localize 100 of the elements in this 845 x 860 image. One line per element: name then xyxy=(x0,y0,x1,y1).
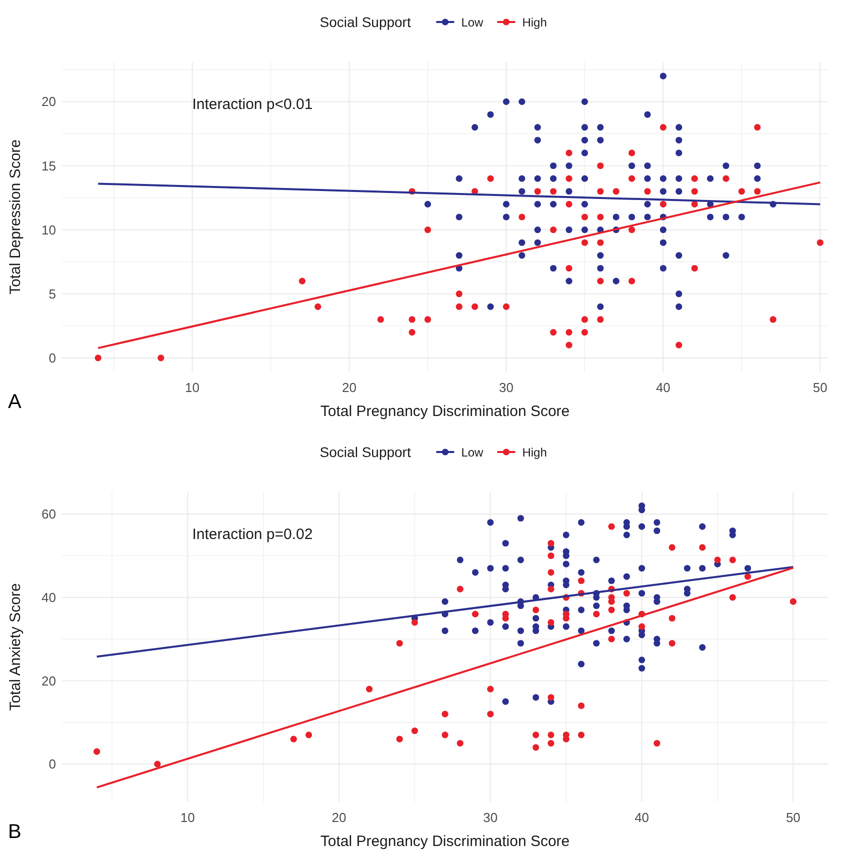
x-tick-label: 40 xyxy=(634,810,650,825)
point xyxy=(298,278,306,284)
x-tick-label: 50 xyxy=(812,380,828,395)
x-tick-label: 30 xyxy=(483,810,498,825)
point xyxy=(566,150,572,156)
point xyxy=(456,303,462,310)
point xyxy=(532,606,540,614)
y-axis-title: Total Anxiety Score xyxy=(7,583,24,711)
point xyxy=(770,316,776,323)
point xyxy=(816,239,824,246)
point xyxy=(408,328,416,336)
x-tick-label: 20 xyxy=(342,380,356,395)
point xyxy=(472,610,479,618)
point xyxy=(754,124,761,131)
legend-title: Social Support xyxy=(320,444,411,460)
point xyxy=(691,188,698,195)
point xyxy=(548,694,554,701)
point xyxy=(608,636,615,642)
point xyxy=(94,748,100,755)
point xyxy=(548,586,554,592)
point xyxy=(487,686,494,692)
point xyxy=(550,226,557,234)
point xyxy=(94,354,102,362)
point xyxy=(628,226,636,234)
point xyxy=(566,175,572,182)
y-tick-label: 10 xyxy=(42,222,56,238)
text: A xyxy=(8,391,22,413)
point xyxy=(548,619,554,626)
point xyxy=(654,740,660,747)
point xyxy=(660,200,666,208)
point xyxy=(562,736,570,742)
point xyxy=(548,740,554,747)
point xyxy=(593,610,600,618)
point xyxy=(548,732,554,738)
point xyxy=(411,619,418,626)
point xyxy=(534,188,541,195)
y-tick-label: 40 xyxy=(42,590,56,605)
point xyxy=(612,188,620,195)
legend-title: Social Support xyxy=(320,14,411,30)
point xyxy=(154,760,161,768)
y-axis-title: Total Depression Score xyxy=(7,139,24,295)
point xyxy=(548,569,554,576)
point xyxy=(699,544,706,551)
legend-label: Low xyxy=(461,446,484,460)
point xyxy=(722,175,730,182)
point xyxy=(578,732,585,738)
x-tick-label: 50 xyxy=(786,810,800,825)
point xyxy=(691,175,698,182)
x-tick-label: 10 xyxy=(180,810,195,825)
point xyxy=(623,590,630,597)
point xyxy=(676,342,682,348)
point xyxy=(597,162,604,170)
point xyxy=(566,264,572,272)
point xyxy=(668,544,676,551)
point xyxy=(790,598,796,605)
point xyxy=(548,540,554,547)
point xyxy=(502,303,510,310)
y-tick-label: 15 xyxy=(42,158,56,174)
y-tick-label: 0 xyxy=(48,350,56,366)
point xyxy=(366,686,373,692)
x-axis-title: Total Pregnancy Discrimination Score xyxy=(320,403,570,420)
y-tick-label: 0 xyxy=(48,756,56,772)
legend-label: High xyxy=(522,446,547,460)
point xyxy=(396,640,403,647)
legend-label: High xyxy=(522,16,547,30)
point xyxy=(518,214,526,220)
point xyxy=(532,732,540,738)
point xyxy=(578,577,585,584)
point xyxy=(628,175,636,182)
annotation: Interaction p<0.01 xyxy=(192,96,313,113)
y-tick-label: 60 xyxy=(42,506,56,522)
point xyxy=(442,732,448,738)
point xyxy=(566,342,572,348)
point xyxy=(532,744,540,751)
text: B xyxy=(8,821,22,843)
point xyxy=(738,188,745,195)
point xyxy=(608,598,615,605)
point xyxy=(456,740,464,747)
point xyxy=(472,303,478,310)
point xyxy=(691,264,698,272)
point xyxy=(668,614,676,622)
point xyxy=(754,188,761,195)
point xyxy=(581,316,588,323)
point xyxy=(608,523,615,530)
x-axis-title: Total Pregnancy Discrimination Score xyxy=(320,833,570,850)
point xyxy=(550,328,557,336)
point xyxy=(691,200,698,208)
point xyxy=(581,328,588,336)
point xyxy=(744,573,752,580)
point xyxy=(377,316,384,323)
point xyxy=(290,736,297,742)
x-tick-label: 30 xyxy=(498,380,514,395)
point xyxy=(581,239,588,246)
point xyxy=(608,606,615,614)
point xyxy=(424,316,432,323)
y-tick-label: 20 xyxy=(42,94,56,110)
point xyxy=(714,556,721,564)
point xyxy=(660,124,666,131)
y-tick-label: 20 xyxy=(42,673,56,688)
point xyxy=(411,727,418,734)
